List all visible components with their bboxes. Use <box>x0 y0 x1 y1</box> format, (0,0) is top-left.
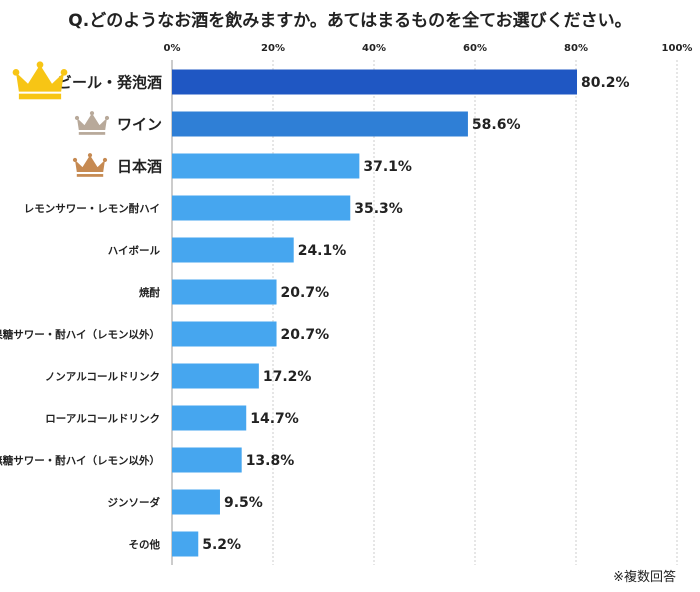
bronze-crown-icon-body <box>75 155 105 173</box>
bar <box>172 69 578 95</box>
value-label: 35.3% <box>354 201 403 217</box>
gold-crown-icon <box>12 61 68 100</box>
category-labels: ビール・発泡酒ワイン日本酒レモンサワー・レモン酎ハイハイボール焼酎果糖サワー・酎… <box>0 73 162 550</box>
category-label: ローアルコールドリンク <box>45 413 160 425</box>
category-label: ワイン <box>117 115 162 133</box>
bar <box>172 195 351 221</box>
bar <box>172 363 259 389</box>
value-label: 37.1% <box>363 159 412 175</box>
category-label: 果糖サワー・酎ハイ（レモン以外） <box>0 328 160 341</box>
bronze-crown-icon-jewel <box>72 157 78 163</box>
x-tick-label: 80% <box>564 43 588 54</box>
crown-icons <box>12 61 110 177</box>
bar <box>172 447 242 473</box>
category-label: レモンサワー・レモン酎ハイ <box>24 202 160 215</box>
category-label: ビール・発泡酒 <box>57 73 162 91</box>
bronze-crown-icon-band <box>76 174 104 177</box>
x-tick-label: 60% <box>463 43 487 54</box>
value-label: 80.2% <box>581 75 630 91</box>
category-label: 日本酒 <box>117 157 162 175</box>
category-label: その他 <box>129 538 161 551</box>
silver-crown-icon-band <box>78 132 106 135</box>
gold-crown-icon-band <box>18 93 62 100</box>
bar <box>172 405 247 431</box>
silver-crown-icon-jewel <box>89 111 95 116</box>
x-tick-label: 20% <box>261 43 285 54</box>
value-label: 20.7% <box>281 285 330 301</box>
footnote: ※複数回答 <box>613 570 676 585</box>
bar <box>172 321 277 347</box>
bars <box>172 69 578 557</box>
category-label: 無糖サワー・酎ハイ（レモン以外） <box>0 454 160 467</box>
gold-crown-icon-body <box>16 64 64 92</box>
value-label: 13.8% <box>246 453 295 469</box>
silver-crown-icon-jewel <box>74 115 80 121</box>
bar <box>172 237 294 263</box>
x-tick-label: 100% <box>662 43 693 54</box>
value-label: 9.5% <box>224 495 263 511</box>
bronze-crown-icon-jewel <box>87 153 93 158</box>
x-tick-label: 40% <box>362 43 386 54</box>
chart-title: Q.どのようなお酒を飲みますか。あてはまるものを全てお選びください。 <box>68 11 632 31</box>
value-label: 24.1% <box>298 243 347 259</box>
bar <box>172 279 277 305</box>
silver-crown-icon-jewel <box>104 115 110 121</box>
value-labels: 80.2% 58.6% 37.1% 35.3% 24.1% 20.7% 20.7% 17.2%… <box>202 75 629 553</box>
bronze-crown-icon-jewel <box>102 157 108 163</box>
x-axis-ticks: 0% 20% 40% 60% 80% 100% <box>164 43 693 54</box>
category-label: 焼酎 <box>139 286 160 299</box>
category-label: ジンソーダ <box>108 496 161 509</box>
grid-lines <box>171 60 678 565</box>
gold-crown-icon-jewel <box>60 68 68 76</box>
silver-crown-icon-body <box>77 113 107 131</box>
category-label: ノンアルコールドリンク <box>45 371 160 383</box>
value-label: 20.7% <box>281 327 330 343</box>
silver-crown-icon <box>74 111 110 135</box>
gold-crown-icon-jewel <box>12 68 20 76</box>
bar <box>172 153 360 179</box>
bar <box>172 489 220 515</box>
value-label: 5.2% <box>202 537 241 553</box>
bar <box>172 531 199 557</box>
category-label: ハイボール <box>108 244 161 257</box>
value-label: 17.2% <box>263 369 312 385</box>
x-tick-label: 0% <box>164 43 181 54</box>
value-label: 58.6% <box>472 117 521 133</box>
value-label: 14.7% <box>250 411 299 427</box>
bronze-crown-icon <box>72 153 108 177</box>
bar <box>172 111 468 137</box>
gold-crown-icon-jewel <box>36 61 44 69</box>
